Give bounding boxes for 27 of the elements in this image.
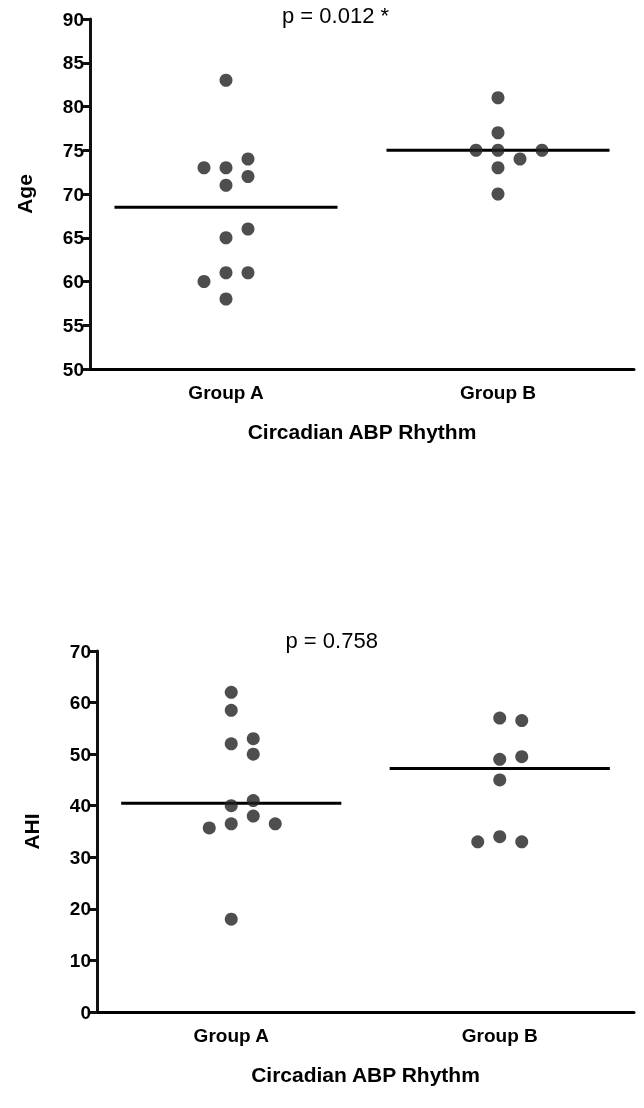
y-tick-label: 60 [62, 271, 84, 292]
y-tick-label: 20 [69, 898, 91, 920]
y-axis-title: Age [13, 174, 36, 214]
y-tick-label: 30 [69, 846, 91, 868]
y-tick-label: 10 [69, 949, 91, 971]
x-tick-label: Group B [461, 1025, 538, 1046]
y-tick-label: 75 [62, 139, 85, 161]
x-tick-label: Group A [188, 382, 264, 403]
y-tick-label: 80 [62, 96, 84, 117]
annotation: p = 0.012 * [282, 2, 390, 28]
y-tick-label: 90 [62, 8, 84, 30]
y-tick-label: 50 [62, 358, 84, 380]
x-tick-label: Group B [460, 382, 536, 403]
x-tick-label: Group A [193, 1025, 270, 1046]
y-tick-label: 70 [69, 640, 91, 662]
y-tick-label: 50 [69, 743, 91, 765]
y-tick-label: 55 [62, 314, 85, 336]
y-tick-label: 0 [80, 1001, 91, 1023]
y-tick-label: 40 [69, 795, 91, 817]
y-axis-title: AHI [20, 813, 43, 850]
annotation: p = 0.758 [285, 627, 378, 653]
y-tick-label: 60 [69, 692, 91, 714]
x-axis-title: Circadian ABP Rhythm [247, 420, 477, 443]
y-tick-label: 85 [62, 52, 85, 74]
y-tick-label: 65 [62, 227, 85, 249]
y-tick-label: 70 [62, 183, 84, 205]
x-axis-title: Circadian ABP Rhythm [251, 1063, 480, 1086]
